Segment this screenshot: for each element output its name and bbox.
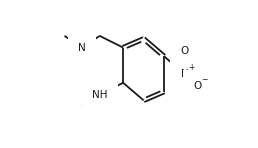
Text: N: N [78,43,86,53]
Text: N: N [181,69,189,79]
Text: O: O [181,46,189,56]
Text: NH: NH [92,90,107,99]
Text: +: + [189,63,195,72]
Text: −: − [201,75,207,84]
Text: O: O [194,81,202,91]
